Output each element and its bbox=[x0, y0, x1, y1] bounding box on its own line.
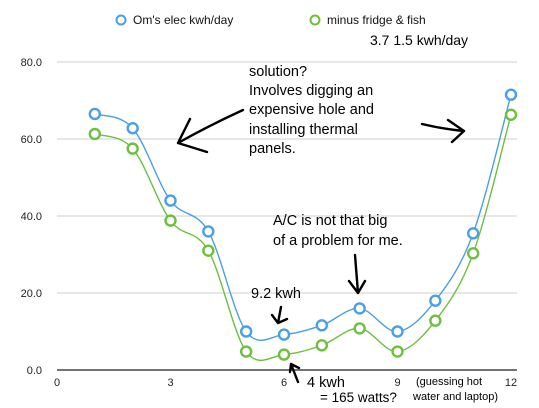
guess-line-2: water and laptop) bbox=[412, 391, 498, 403]
legend-marker-minus bbox=[309, 14, 321, 26]
series-layer bbox=[88, 88, 518, 362]
annotation-ac: A/C is not that big of a problem for me. bbox=[273, 213, 403, 249]
y-tick-label-1: 20.0 bbox=[21, 288, 42, 300]
series-0-point-7 bbox=[353, 302, 366, 315]
y-tick-label-4: 80.0 bbox=[21, 57, 42, 69]
solution-line-4: installing thermal bbox=[249, 122, 358, 138]
low-kwh-label: 4 kwh bbox=[307, 375, 345, 391]
legend: Om's elec kwh/day minus fridge & fish 3.… bbox=[115, 13, 468, 48]
x-tick-label-3: 9 bbox=[394, 377, 400, 389]
x-tick-label-1: 3 bbox=[167, 377, 173, 389]
solution-line-3: expensive hole and bbox=[249, 102, 374, 118]
arrow-left-icon bbox=[176, 108, 245, 154]
series-line-0 bbox=[94, 94, 512, 341]
y-tick-label-2: 40.0 bbox=[21, 211, 42, 223]
solution-line-5: panels. bbox=[249, 141, 296, 157]
x-tick-label-0: 0 bbox=[54, 377, 60, 389]
legend-label-minus: minus fridge & fish bbox=[327, 13, 426, 27]
series-1-point-9 bbox=[429, 314, 442, 327]
series-1-point-7 bbox=[353, 322, 366, 335]
series-0-point-1 bbox=[126, 122, 139, 135]
x-tick-label-2: 6 bbox=[281, 377, 287, 389]
series-0-point-10 bbox=[466, 227, 480, 240]
arrow-down-kwh-icon bbox=[270, 305, 289, 325]
series-1-point-10 bbox=[466, 247, 480, 260]
series-0-point-0 bbox=[88, 107, 102, 121]
watts-label: = 165 watts? bbox=[320, 390, 397, 405]
series-0-point-2 bbox=[164, 194, 177, 207]
y-tick-label-3: 60.0 bbox=[21, 134, 42, 146]
series-1-point-4 bbox=[239, 345, 253, 358]
kwh-label: 9.2 kwh bbox=[251, 286, 301, 302]
arrow-down-ac-icon bbox=[347, 253, 367, 295]
series-0-point-5 bbox=[277, 328, 291, 341]
series-0-point-6 bbox=[315, 319, 329, 332]
legend-marker-elec bbox=[115, 14, 127, 26]
arrow-up-low-icon bbox=[288, 362, 301, 384]
series-1-point-6 bbox=[315, 339, 329, 352]
arrow-right-icon bbox=[420, 118, 466, 144]
series-1-point-11 bbox=[504, 108, 518, 121]
series-0-point-11 bbox=[504, 88, 518, 101]
series-1-point-5 bbox=[277, 348, 291, 361]
series-0-point-3 bbox=[202, 225, 215, 238]
series-line-1 bbox=[94, 114, 512, 362]
legend-values-note: 3.7 1.5 kwh/day bbox=[370, 32, 468, 48]
solution-line-2: Involves digging an bbox=[249, 83, 373, 99]
hand-arrows bbox=[176, 108, 466, 384]
series-0-point-4 bbox=[239, 325, 253, 338]
ac-line-1: A/C is not that big bbox=[273, 213, 387, 229]
series-1-point-3 bbox=[202, 244, 215, 257]
ac-line-2: of a problem for me. bbox=[273, 233, 403, 249]
solution-line-1: solution? bbox=[249, 64, 307, 80]
series-1-point-2 bbox=[164, 214, 177, 227]
series-0-point-9 bbox=[429, 294, 442, 307]
series-0-point-8 bbox=[391, 325, 404, 338]
annotation-solution: solution? Involves digging an expensive … bbox=[249, 64, 374, 157]
guess-line-1: (guessing hot bbox=[416, 376, 482, 388]
y-tick-label-0: 0.0 bbox=[27, 365, 42, 377]
legend-label-elec: Om's elec kwh/day bbox=[133, 13, 233, 27]
series-1-point-1 bbox=[126, 142, 139, 155]
series-1-point-0 bbox=[88, 127, 102, 141]
series-1-point-8 bbox=[391, 345, 404, 358]
x-tick-label-4: 12 bbox=[505, 377, 517, 389]
axes: 0.0 20.0 40.0 60.0 80.0 0 3 6 9 12 bbox=[21, 57, 518, 389]
